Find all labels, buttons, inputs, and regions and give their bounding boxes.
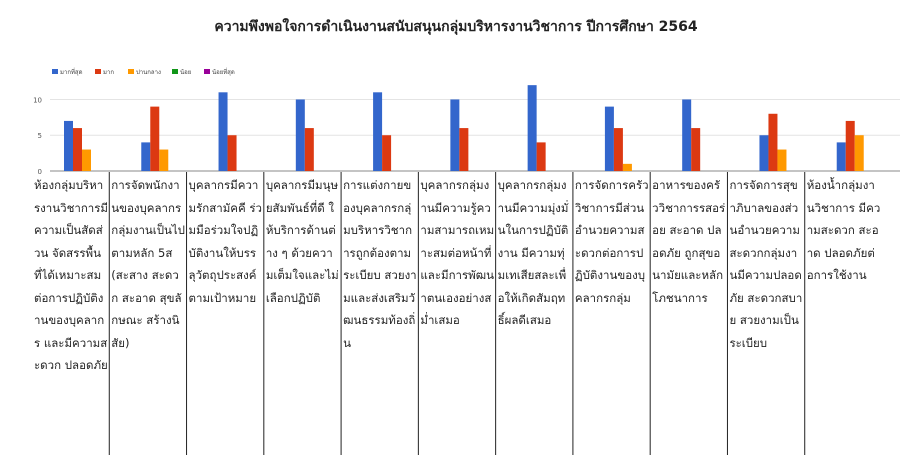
y-tick-label: 0 [38,168,42,176]
bar [759,135,769,171]
x-tick-label: การจัดพนักงานของบุคลากรกลุ่มงานเป็นไปตาม… [111,178,185,350]
x-tick-label: บุคลากรมีมนุษยสัมพันธ์ที่ดี ให้บริการด้า… [265,178,339,305]
bar [682,99,692,171]
bar [382,135,392,171]
y-axis-ticks: 0 5 10 [33,96,42,176]
legend-label: น้อยที่สุด [212,68,235,76]
bar [64,120,73,171]
bar [845,120,855,171]
y-tick-label: 5 [38,132,42,140]
bar [777,149,787,171]
bar [622,163,632,171]
x-tick-label: ห้องน้ำกลุ่มงานวิชาการ มีความสะดวก สะอาด… [806,178,881,282]
legend-swatch [95,69,101,74]
bars [64,85,864,171]
bar [536,142,546,171]
x-tick-label: อาหารของครัววิชาการรสอร่อย สะอาด ปลอดภัย… [652,178,726,305]
legend-label: มาก [103,69,114,76]
x-tick-label: บุคลากรกลุ่มงานมีความมุ่งมั่นในการปฏิบัต… [497,178,569,327]
x-tick-label: การแต่งกายของบุคลากรกลุ่มบริหารวิชาการถู… [343,178,417,350]
category-separators [108,172,806,455]
x-tick-label: บุคลากรมีความรักสามัคคี ร่วมมือร่วมใจปฏิ… [188,178,262,305]
bar [691,128,701,171]
bar [604,106,614,171]
bar [304,128,314,171]
chart-title: ความพึงพอใจการดำเนินงานสนับสนุนกลุ่มบริห… [214,19,698,35]
bar [141,142,151,171]
legend-label: มากที่สุด [60,68,83,76]
legend-label: น้อย [180,69,191,76]
bar [159,149,169,171]
legend: มากที่สุด มาก ปานกลาง น้อย น้อยที่สุด [52,68,235,76]
legend-swatch [204,69,210,74]
bar [295,99,305,171]
bar [459,128,469,171]
bar [768,113,778,171]
x-tick-label: การจัดการครัววิชาการมีส่วนอำนวยความสะดวก… [574,178,649,305]
bar [450,99,460,171]
bar [218,92,228,171]
legend-swatch [172,69,178,74]
gridlines [50,98,900,172]
x-tick-label: บุคลากรกลุ่มงานมีความรู้ความสามารถเหมาะส… [420,178,495,327]
bar [73,128,82,171]
bar [150,106,160,171]
bar [836,142,846,171]
bar [227,135,237,171]
bar [613,128,623,171]
bar [854,135,864,171]
x-tick-label: การจัดการสุขาภิบาลของส่วนอำนวยความสะดวกก… [729,178,803,350]
bar [373,92,383,171]
legend-label: ปานกลาง [136,69,161,76]
bar [82,149,91,171]
legend-swatch [128,69,134,74]
y-tick-label: 10 [33,96,42,104]
bar [527,85,537,171]
legend-swatch [52,69,58,74]
x-tick-label: ห้องกลุ่มบริหารงานวิชาการมีความเป็นสัดส่… [34,178,109,372]
